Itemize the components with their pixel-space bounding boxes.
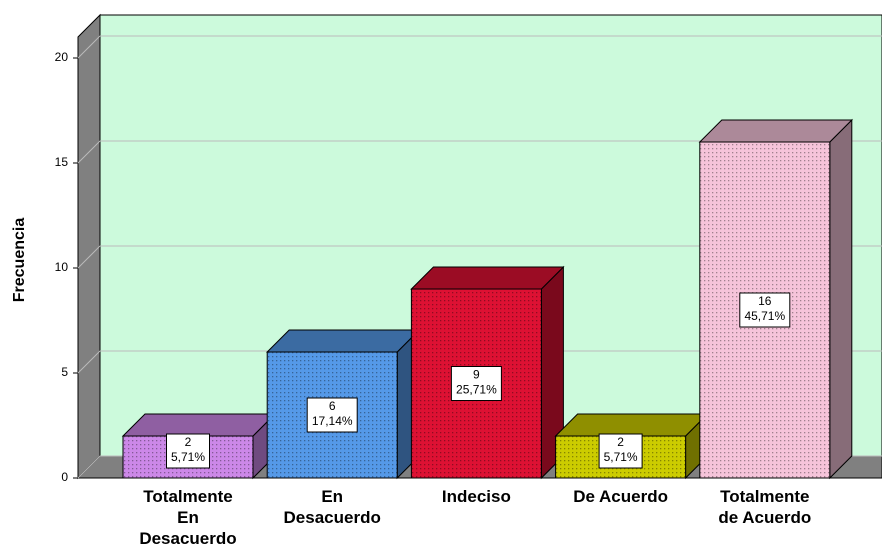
data-label: 16: [758, 294, 772, 308]
grid-line: [77, 140, 101, 164]
left-wall: [77, 13, 101, 480]
grid-line: [77, 245, 101, 269]
data-label-percent: 17,14%: [312, 414, 353, 428]
y-tick-label: 10: [55, 260, 69, 274]
data-label-box: [306, 397, 358, 433]
data-label: 6: [329, 399, 336, 413]
grid-line: [77, 350, 101, 374]
x-tick-label: De Acuerdo: [573, 487, 668, 506]
data-label: 2: [185, 435, 192, 449]
y-axis-title: Frecuencia: [11, 218, 28, 303]
data-label-box: [450, 366, 502, 401]
y-tick-label: 15: [55, 155, 69, 169]
data-label-box: [598, 433, 643, 469]
data-label-box: [739, 292, 791, 328]
bar-top: [265, 329, 421, 353]
y-tick-label: 0: [61, 470, 68, 484]
data-label-percent: 5,71%: [604, 450, 638, 464]
x-tick-label: Totalmente de Acuerdo: [718, 487, 811, 527]
grid-line: [77, 455, 101, 479]
x-tick-label: Indeciso: [442, 487, 511, 506]
x-tick-label: En Desacuerdo: [284, 487, 381, 527]
grid-line: [77, 35, 101, 59]
data-label-box: [166, 433, 210, 469]
y-tick-label: 5: [61, 365, 68, 379]
bar-top: [554, 413, 709, 437]
bar-side: [829, 118, 853, 480]
y-tick-label: 20: [55, 50, 69, 64]
bar-top: [410, 266, 565, 290]
data-label-percent: 5,71%: [171, 450, 205, 464]
bar-top: [698, 119, 854, 143]
data-label-percent: 25,71%: [456, 383, 497, 397]
data-label: 9: [473, 368, 480, 382]
data-label-percent: 45,71%: [744, 309, 785, 323]
x-tick-label: Totalmente En Desacuerdo: [139, 487, 236, 548]
bar-top: [121, 413, 277, 437]
data-label: 2: [617, 435, 624, 449]
